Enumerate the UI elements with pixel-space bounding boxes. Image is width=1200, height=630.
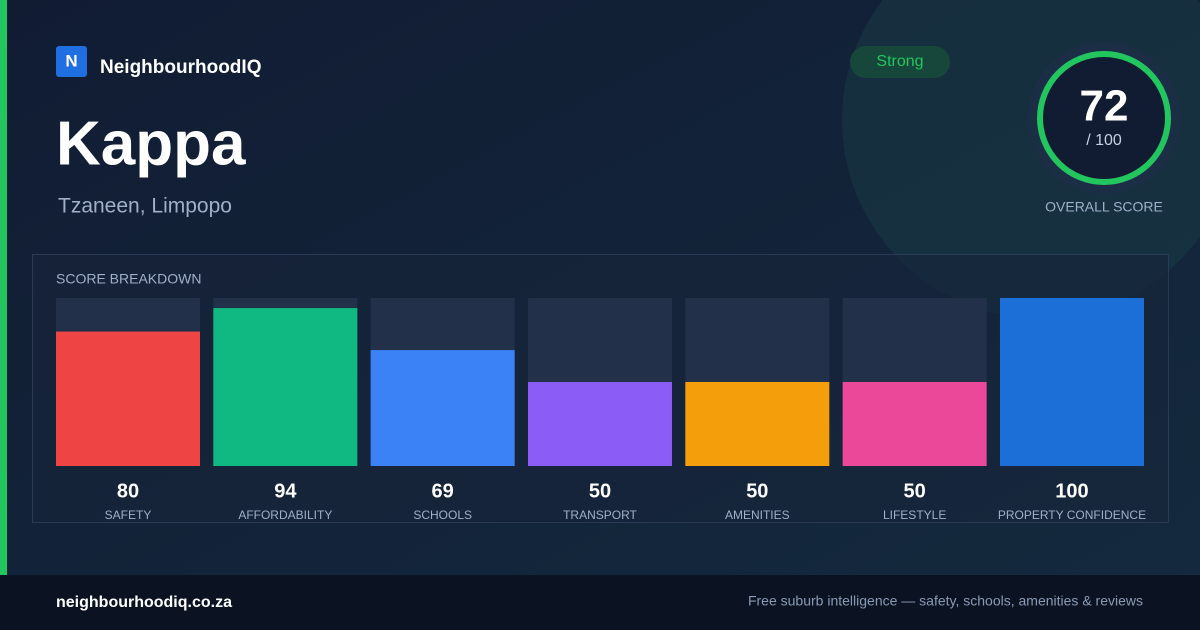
bar-label: LIFESTYLE (883, 508, 946, 522)
logo (56, 46, 87, 77)
bar (685, 382, 830, 466)
bar-label: SAFETY (105, 508, 152, 522)
bars: 80 SAFETY 94 AFFORDABILITY 69 SCHOOLS 50 TRANSP… (56, 298, 1146, 522)
bar-value: 94 (274, 480, 297, 502)
bar-label: TRANSPORT (563, 508, 637, 522)
gauge-ring (1037, 51, 1171, 185)
bar (213, 308, 358, 466)
bar (999, 298, 1144, 466)
score-label: OVERALL SCORE (1045, 199, 1163, 215)
title: Kappa (56, 109, 246, 178)
footer (0, 575, 1200, 630)
brand: NeighbourhoodIQ (100, 57, 261, 78)
bar-value: 50 (589, 480, 611, 502)
bar-value: 50 (746, 480, 768, 502)
bar-value: 80 (117, 480, 139, 502)
bar-value: 50 (904, 480, 926, 502)
bar-label: SCHOOLS (413, 508, 472, 522)
bar (527, 382, 672, 466)
score-value: 72 (1080, 82, 1129, 131)
footer-domain: neighbourhoodiq.co.za (56, 594, 232, 611)
bar-label: AFFORDABILITY (238, 508, 332, 522)
logo-initial: N (65, 51, 77, 70)
footer-tagline: Free suburb intelligence — safety, schoo… (748, 593, 1143, 609)
score-max: / 100 (1086, 132, 1122, 149)
bar (56, 331, 200, 466)
bar-value: 69 (432, 480, 454, 502)
bar (370, 350, 515, 466)
bar (842, 382, 987, 466)
badge-text: Strong (876, 53, 923, 70)
accent-stripe (0, 0, 7, 575)
bar-label: AMENITIES (725, 508, 790, 522)
bar-label: PROPERTY CONFIDENCE (998, 508, 1146, 522)
bar-value: 100 (1055, 480, 1088, 502)
badge (850, 46, 950, 78)
breakdown-title: SCORE BREAKDOWN (56, 271, 201, 287)
location: Tzaneen, Limpopo (58, 195, 232, 218)
